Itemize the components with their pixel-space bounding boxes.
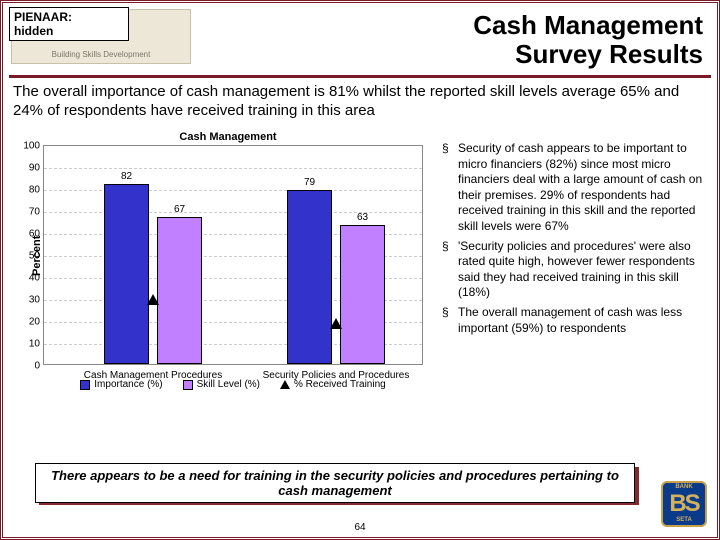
chart-legend: Importance (%) Skill Level (%) % Receive… (43, 379, 423, 390)
y-tick: 30 (22, 295, 40, 306)
bullet-3: The overall management of cash was less … (452, 305, 703, 336)
legend-label-skill: Skill Level (%) (197, 379, 260, 390)
title-rule (9, 75, 711, 78)
bullet-1: Security of cash appears to be important… (452, 141, 703, 235)
bank-logo-big: BS (663, 491, 705, 517)
training-marker-icon (330, 318, 342, 329)
bullet-list: Security of cash appears to be important… (438, 141, 703, 340)
y-tick: 80 (22, 185, 40, 196)
bar-value-label: 79 (288, 177, 331, 188)
y-tick: 50 (22, 251, 40, 262)
training-marker-icon (147, 294, 159, 305)
bar-value-label: 67 (158, 204, 201, 215)
y-tick: 70 (22, 207, 40, 218)
y-tick: 90 (22, 163, 40, 174)
y-tick: 100 (22, 141, 40, 152)
callout-text: There appears to be a need for training … (51, 468, 619, 498)
logo-tagline: Building Skills Development (52, 51, 151, 59)
bar: 82 (104, 184, 149, 364)
pienaar-line-1: PIENAAR: (14, 10, 124, 24)
summary-text: The overall importance of cash managemen… (13, 83, 707, 121)
y-tick: 40 (22, 273, 40, 284)
title-line-1: Cash Management (473, 11, 703, 40)
legend-swatch-importance (80, 380, 90, 390)
chart-container: Cash Management Percent 0102030405060708… (33, 131, 423, 431)
callout-box: There appears to be a need for training … (35, 463, 635, 503)
legend-label-importance: Importance (%) (94, 379, 162, 390)
page-number: 64 (3, 522, 717, 533)
chart-plot-area: 01020304050607080901008267Cash Managemen… (43, 145, 423, 365)
y-tick: 20 (22, 317, 40, 328)
bar: 79 (287, 190, 332, 364)
y-tick: 10 (22, 339, 40, 350)
bar: 63 (340, 225, 385, 364)
bar-value-label: 82 (105, 171, 148, 182)
legend-item-training: % Received Training (280, 379, 386, 390)
legend-item-skill: Skill Level (%) (183, 379, 260, 390)
legend-label-training: % Received Training (294, 379, 386, 390)
legend-item-importance: Importance (%) (80, 379, 162, 390)
bar: 67 (157, 217, 202, 364)
y-tick: 0 (22, 361, 40, 372)
y-tick: 60 (22, 229, 40, 240)
title-line-2: Survey Results (473, 40, 703, 69)
legend-swatch-skill (183, 380, 193, 390)
page-frame: Building Skills Development PIENAAR: hid… (0, 0, 720, 540)
pienaar-annotation: PIENAAR: hidden (9, 7, 129, 41)
chart-title: Cash Management (33, 131, 423, 143)
bar-group: 7963 (287, 190, 385, 364)
bar-value-label: 63 (341, 212, 384, 223)
bar-group: 8267 (104, 184, 202, 364)
bank-seta-logo: BANK BS SETA (661, 481, 707, 527)
bank-logo-line2: SETA (663, 517, 705, 524)
grid-line (44, 168, 422, 169)
page-title: Cash Management Survey Results (473, 11, 703, 68)
pienaar-line-2: hidden (14, 24, 124, 38)
legend-triangle-icon (280, 380, 290, 389)
bullet-2: 'Security policies and procedures' were … (452, 239, 703, 301)
